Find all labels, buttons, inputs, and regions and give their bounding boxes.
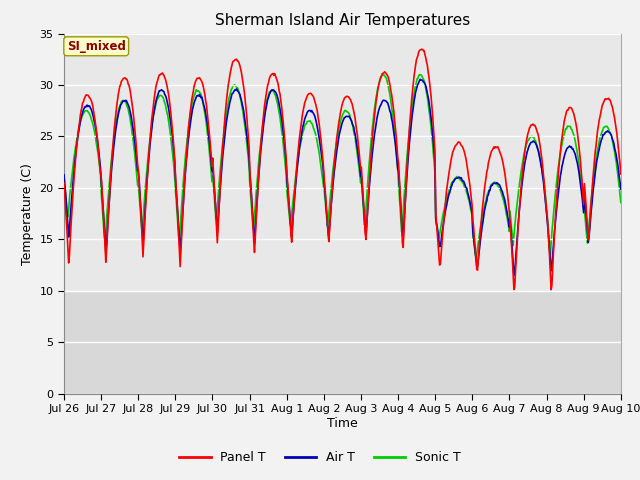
Panel T xyxy=(617,171,625,177)
Air T xyxy=(184,141,192,146)
Title: Sherman Island Air Temperatures: Sherman Island Air Temperatures xyxy=(215,13,470,28)
Legend: Panel T, Air T, Sonic T: Panel T, Air T, Sonic T xyxy=(174,446,466,469)
Panel T xyxy=(60,180,68,186)
Sonic T xyxy=(214,205,221,211)
Air T xyxy=(428,115,435,120)
Sonic T xyxy=(617,200,625,205)
X-axis label: Time: Time xyxy=(327,417,358,430)
Sonic T xyxy=(472,257,480,263)
Panel T xyxy=(127,96,135,102)
Panel T xyxy=(547,287,555,292)
Sonic T xyxy=(60,177,68,183)
Text: SI_mixed: SI_mixed xyxy=(67,40,125,53)
Air T xyxy=(617,186,625,192)
Sonic T xyxy=(184,130,192,135)
Panel T xyxy=(410,73,418,79)
Air T xyxy=(410,98,418,104)
Panel T xyxy=(70,175,78,181)
Air T xyxy=(417,76,424,82)
Air T xyxy=(127,115,135,120)
Panel T xyxy=(214,240,221,246)
Line: Sonic T: Sonic T xyxy=(64,74,621,260)
Line: Panel T: Panel T xyxy=(64,49,621,289)
Y-axis label: Temperature (C): Temperature (C) xyxy=(21,163,34,264)
Air T xyxy=(70,168,78,173)
Panel T xyxy=(418,47,426,52)
Sonic T xyxy=(428,124,435,130)
Bar xyxy=(64,291,621,394)
Air T xyxy=(510,272,518,278)
Panel T xyxy=(184,133,192,139)
Air T xyxy=(60,172,68,178)
Sonic T xyxy=(380,72,387,77)
Air T xyxy=(214,231,221,237)
Sonic T xyxy=(127,123,135,129)
Sonic T xyxy=(411,86,419,92)
Panel T xyxy=(428,94,435,99)
Line: Air T: Air T xyxy=(64,79,621,275)
Sonic T xyxy=(70,154,78,160)
